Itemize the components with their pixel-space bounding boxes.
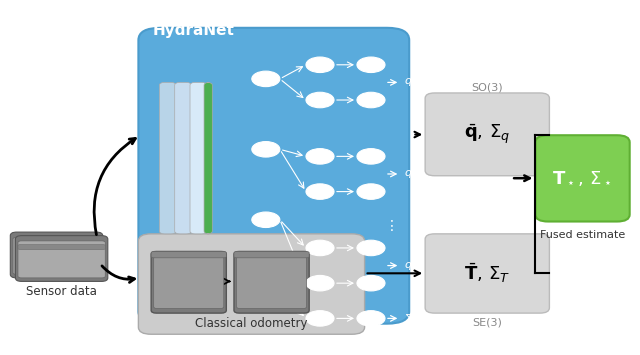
FancyBboxPatch shape (536, 135, 630, 222)
Text: $q_2$: $q_2$ (404, 168, 417, 180)
Text: Classical odometry: Classical odometry (195, 317, 307, 330)
Text: $\Sigma$: $\Sigma$ (404, 312, 412, 324)
FancyBboxPatch shape (425, 234, 549, 313)
Circle shape (252, 71, 280, 87)
Circle shape (252, 142, 280, 157)
Circle shape (252, 212, 280, 228)
Circle shape (252, 283, 280, 298)
Circle shape (306, 149, 334, 164)
Text: $\vdots$: $\vdots$ (384, 218, 394, 233)
FancyBboxPatch shape (190, 82, 207, 234)
Circle shape (357, 311, 385, 326)
Text: SO(3): SO(3) (471, 82, 503, 92)
Text: Fused estimate: Fused estimate (540, 230, 625, 240)
FancyBboxPatch shape (159, 82, 176, 234)
Text: $q_h$: $q_h$ (404, 260, 417, 272)
FancyBboxPatch shape (18, 241, 105, 278)
Text: Sensor data: Sensor data (26, 285, 97, 298)
Circle shape (306, 184, 334, 200)
Circle shape (357, 149, 385, 164)
FancyBboxPatch shape (138, 234, 365, 334)
FancyBboxPatch shape (154, 256, 224, 308)
Circle shape (357, 275, 385, 291)
Text: $\bar{\mathbf{T}},\,\Sigma_T$: $\bar{\mathbf{T}},\,\Sigma_T$ (464, 262, 510, 285)
FancyBboxPatch shape (18, 245, 105, 250)
FancyBboxPatch shape (204, 82, 212, 234)
Circle shape (306, 240, 334, 256)
FancyBboxPatch shape (234, 251, 309, 258)
Text: HydraNet: HydraNet (153, 23, 235, 38)
FancyBboxPatch shape (151, 251, 227, 258)
FancyBboxPatch shape (237, 256, 307, 308)
Circle shape (306, 275, 334, 291)
Text: $\mathbf{T}_\star,\,\Sigma_\star$: $\mathbf{T}_\star,\,\Sigma_\star$ (552, 169, 612, 187)
Circle shape (357, 184, 385, 200)
Text: $\bar{\mathbf{q}},\,\Sigma_q$: $\bar{\mathbf{q}},\,\Sigma_q$ (464, 122, 510, 146)
FancyBboxPatch shape (234, 251, 309, 313)
FancyBboxPatch shape (138, 28, 409, 324)
Circle shape (306, 92, 334, 108)
Circle shape (306, 57, 334, 72)
Circle shape (357, 57, 385, 72)
Circle shape (357, 92, 385, 108)
Text: SE(3): SE(3) (472, 317, 502, 327)
FancyBboxPatch shape (10, 232, 102, 278)
FancyBboxPatch shape (425, 93, 549, 176)
FancyBboxPatch shape (151, 251, 227, 313)
Text: $q_1$: $q_1$ (404, 76, 417, 88)
FancyBboxPatch shape (175, 82, 191, 234)
FancyBboxPatch shape (13, 237, 100, 274)
Circle shape (306, 311, 334, 326)
FancyBboxPatch shape (15, 236, 108, 282)
Circle shape (357, 240, 385, 256)
